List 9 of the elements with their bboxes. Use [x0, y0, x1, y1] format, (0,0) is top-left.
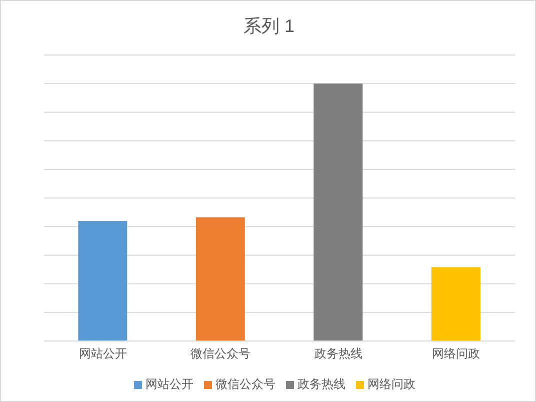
legend-label: 网络问政	[368, 377, 416, 391]
legend-label: 政务热线	[298, 377, 346, 391]
chart-title: 系列 1	[242, 15, 296, 38]
legend-label: 微信公众号	[216, 377, 276, 391]
legend-label: 网站公开	[146, 377, 194, 391]
x-tick-label: 网络问政	[432, 346, 480, 361]
x-tick-label: 网站公开	[78, 346, 127, 361]
x-tick-label: 政务热线	[314, 346, 362, 361]
x-tick-label: 微信公众号	[190, 346, 251, 361]
